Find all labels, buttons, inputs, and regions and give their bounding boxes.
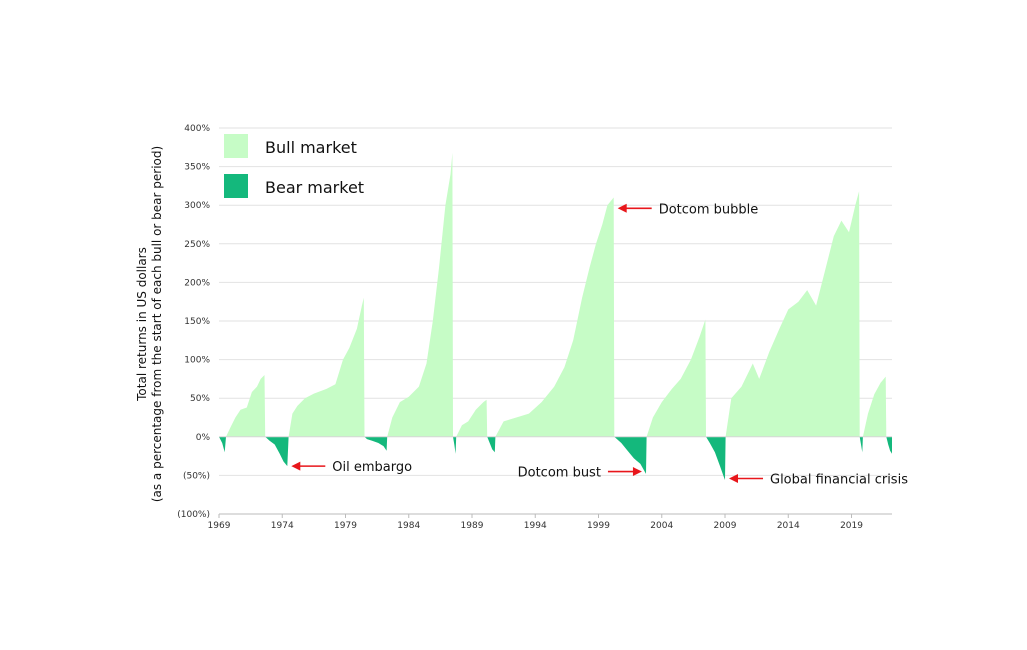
x-tick-label: 1999 [587,521,610,531]
x-tick-label: 2019 [840,521,863,531]
bear-market-area [364,436,388,451]
y-tick-label: 250% [184,240,210,250]
annotation-label: Dotcom bubble [659,202,759,217]
annotation-label: Dotcom bust [518,466,601,481]
x-tick-label: 1989 [461,521,484,531]
annotation-arrowhead [291,461,301,471]
bear-market-area [859,436,863,453]
bull-market-area [226,375,266,437]
y-tick-label: 150% [184,317,210,327]
y-axis-label-line2: (as a percentage from the start of each … [150,146,164,502]
annotation-arrowhead [632,467,642,477]
bear-market-area [614,436,647,474]
bear-market-area [265,436,289,467]
annotation-label: Global financial crisis [770,472,908,487]
y-tick-labels: 400% 350% 300% 250% 200% 150% 100% 50% 0% (50%) (1… [177,124,210,520]
bear-market-area [219,436,226,453]
annotation: Dotcom bubble [617,202,759,217]
bull-market-area [646,319,706,437]
x-tick-label: 1974 [271,521,294,531]
legend-label-bear: Bear market [265,178,364,197]
plot-areas [219,152,892,480]
bull-market-area [495,197,615,437]
x-tick-labels: 1969 1974 1979 1984 1989 1994 1999 2004 2009 2014… [208,514,863,531]
axes [219,436,892,515]
annotation: Oil embargo [291,460,412,475]
bull-market-area [288,297,365,437]
x-tick-label: 2009 [714,521,737,531]
y-tick-label: 50% [190,394,210,404]
legend-label-bull: Bull market [265,138,357,157]
x-tick-label: 1969 [208,521,231,531]
y-axis-label-line1: Total returns in US dollars [135,247,149,402]
x-tick-label: 1994 [524,521,547,531]
y-tick-label: 200% [184,278,210,288]
annotation: Global financial crisis [729,472,908,487]
annotations: Oil embargo Dotcom bubble Dotcom bust Globa… [291,202,908,487]
bull-market-area [862,376,887,437]
y-tick-label: 350% [184,163,210,173]
x-tick-label: 2014 [777,521,800,531]
bear-market-area [487,436,496,453]
y-tick-label: 300% [184,201,210,211]
y-tick-label: (100%) [177,510,210,520]
legend-swatch-bear [224,174,248,198]
bull-market-area [387,152,453,437]
annotation: Dotcom bust [518,466,642,481]
annotation-arrowhead [729,473,739,483]
y-tick-label: 400% [184,124,210,134]
y-tick-label: (50%) [183,471,210,481]
bear-market-area [453,436,457,454]
annotation-label: Oil embargo [332,460,412,475]
bear-market-area [706,436,726,480]
bull-market-area [456,399,488,437]
x-tick-label: 2004 [650,521,673,531]
legend-swatch-bull [224,134,248,158]
x-tick-label: 1979 [334,521,357,531]
legend: Bull market Bear market [224,134,364,198]
y-tick-label: 0% [196,433,211,443]
bear-market-area [886,436,892,454]
y-tick-label: 100% [184,356,210,366]
x-tick-label: 1984 [397,521,420,531]
annotation-arrowhead [617,203,627,213]
bull-market-area [725,191,860,437]
